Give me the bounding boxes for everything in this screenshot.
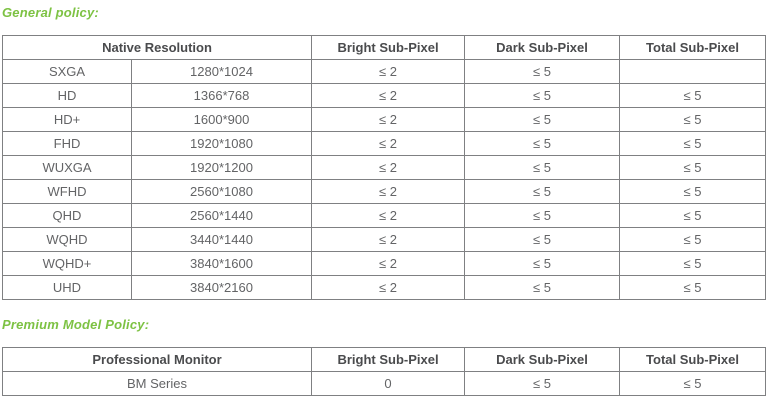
premium-model-policy-heading: Premium Model Policy: [2, 317, 150, 332]
table-row-uhd: UHD 3840*2160 ≤ 2 ≤ 5 ≤ 5 [2, 275, 767, 300]
cell-resolution: 3840*2160 [130, 275, 313, 300]
cell-total-sub-pixel [619, 59, 767, 84]
cell-standard-name: WQHD [2, 227, 132, 252]
cell-total-sub-pixel: ≤ 5 [619, 83, 767, 108]
general-table-header-row: Native Resolution Bright Sub-Pixel Dark … [1, 35, 767, 60]
cell-standard-name: WFHD [2, 179, 132, 204]
cell-dark-sub-pixel: ≤ 5 [464, 275, 621, 300]
col-header-professional-monitor: Professional Monitor [1, 347, 313, 372]
cell-standard-name: SXGA [2, 59, 132, 84]
cell-resolution: 1366*768 [130, 83, 313, 108]
cell-standard-name: HD+ [2, 107, 132, 132]
cell-dark-sub-pixel: ≤ 5 [464, 251, 621, 276]
cell-total-sub-pixel: ≤ 5 [619, 203, 767, 228]
col-header-bright-sub-pixel: Bright Sub-Pixel [311, 347, 466, 372]
cell-bright-sub-pixel: ≤ 2 [311, 83, 466, 108]
table-row-fhd: FHD 1920*1080 ≤ 2 ≤ 5 ≤ 5 [2, 131, 767, 156]
cell-total-sub-pixel: ≤ 5 [619, 251, 767, 276]
cell-bright-sub-pixel: ≤ 2 [311, 179, 466, 204]
table-row-bm-series: BM Series 0 ≤ 5 ≤ 5 [1, 371, 767, 396]
table-row-wqhd: WQHD 3440*1440 ≤ 2 ≤ 5 ≤ 5 [2, 227, 767, 252]
general-policy-table: Native Resolution Bright Sub-Pixel Dark … [1, 35, 767, 300]
table-row-hd: HD 1366*768 ≤ 2 ≤ 5 ≤ 5 [2, 83, 767, 108]
cell-total-sub-pixel: ≤ 5 [619, 371, 767, 396]
cell-dark-sub-pixel: ≤ 5 [464, 155, 621, 180]
cell-resolution: 3840*1600 [130, 251, 313, 276]
cell-monitor-series: BM Series [1, 371, 313, 396]
col-header-total-sub-pixel: Total Sub-Pixel [619, 35, 767, 60]
cell-dark-sub-pixel: ≤ 5 [464, 203, 621, 228]
cell-standard-name: FHD [2, 131, 132, 156]
table-row-qhd: QHD 2560*1440 ≤ 2 ≤ 5 ≤ 5 [2, 203, 767, 228]
col-header-native-resolution: Native Resolution [1, 35, 313, 60]
cell-standard-name: QHD [2, 203, 132, 228]
cell-total-sub-pixel: ≤ 5 [619, 131, 767, 156]
cell-bright-sub-pixel: 0 [311, 371, 466, 396]
cell-dark-sub-pixel: ≤ 5 [464, 107, 621, 132]
table-row-wfhd: WFHD 2560*1080 ≤ 2 ≤ 5 ≤ 5 [2, 179, 767, 204]
cell-resolution: 1600*900 [130, 107, 313, 132]
cell-dark-sub-pixel: ≤ 5 [464, 227, 621, 252]
general-policy-heading: General policy: [2, 5, 99, 20]
cell-bright-sub-pixel: ≤ 2 [311, 203, 466, 228]
cell-total-sub-pixel: ≤ 5 [619, 275, 767, 300]
col-header-dark-sub-pixel: Dark Sub-Pixel [464, 347, 621, 372]
col-header-total-sub-pixel: Total Sub-Pixel [619, 347, 767, 372]
col-header-bright-sub-pixel: Bright Sub-Pixel [311, 35, 466, 60]
cell-dark-sub-pixel: ≤ 5 [464, 371, 621, 396]
cell-bright-sub-pixel: ≤ 2 [311, 227, 466, 252]
cell-dark-sub-pixel: ≤ 5 [464, 59, 621, 84]
premium-table-header-row: Professional Monitor Bright Sub-Pixel Da… [1, 347, 767, 372]
cell-total-sub-pixel: ≤ 5 [619, 179, 767, 204]
table-row-wuxga: WUXGA 1920*1200 ≤ 2 ≤ 5 ≤ 5 [2, 155, 767, 180]
table-row-hd-plus: HD+ 1600*900 ≤ 2 ≤ 5 ≤ 5 [2, 107, 767, 132]
cell-resolution: 1920*1080 [130, 131, 313, 156]
cell-dark-sub-pixel: ≤ 5 [464, 131, 621, 156]
cell-resolution: 1920*1200 [130, 155, 313, 180]
cell-bright-sub-pixel: ≤ 2 [311, 155, 466, 180]
cell-total-sub-pixel: ≤ 5 [619, 107, 767, 132]
cell-bright-sub-pixel: ≤ 2 [311, 59, 466, 84]
cell-dark-sub-pixel: ≤ 5 [464, 179, 621, 204]
cell-standard-name: UHD [2, 275, 132, 300]
cell-dark-sub-pixel: ≤ 5 [464, 83, 621, 108]
cell-bright-sub-pixel: ≤ 2 [311, 107, 466, 132]
cell-bright-sub-pixel: ≤ 2 [311, 131, 466, 156]
cell-total-sub-pixel: ≤ 5 [619, 155, 767, 180]
premium-model-policy-table: Professional Monitor Bright Sub-Pixel Da… [1, 347, 767, 396]
cell-total-sub-pixel: ≤ 5 [619, 227, 767, 252]
cell-standard-name: HD [2, 83, 132, 108]
table-row-wqhd-plus: WQHD+ 3840*1600 ≤ 2 ≤ 5 ≤ 5 [2, 251, 767, 276]
cell-standard-name: WUXGA [2, 155, 132, 180]
table-row-sxga: SXGA 1280*1024 ≤ 2 ≤ 5 [2, 59, 767, 84]
cell-resolution: 3440*1440 [130, 227, 313, 252]
cell-bright-sub-pixel: ≤ 2 [311, 275, 466, 300]
col-header-dark-sub-pixel: Dark Sub-Pixel [464, 35, 621, 60]
cell-bright-sub-pixel: ≤ 2 [311, 251, 466, 276]
cell-resolution: 2560*1080 [130, 179, 313, 204]
cell-resolution: 1280*1024 [130, 59, 313, 84]
cell-standard-name: WQHD+ [2, 251, 132, 276]
cell-resolution: 2560*1440 [130, 203, 313, 228]
